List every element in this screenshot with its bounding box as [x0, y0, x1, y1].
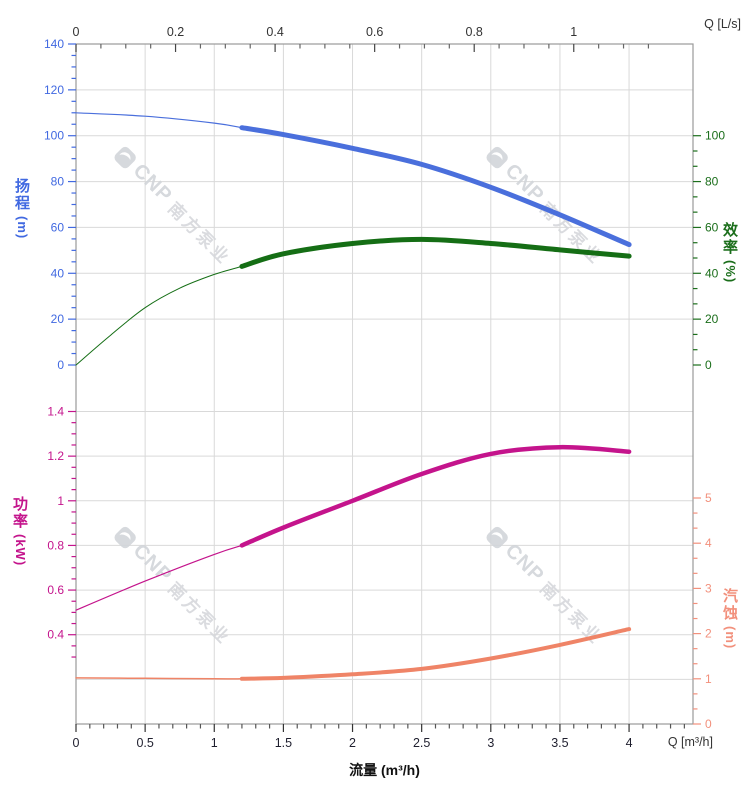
svg-text:1.2: 1.2 — [47, 449, 64, 463]
svg-text:80: 80 — [705, 175, 719, 189]
svg-text:2.5: 2.5 — [413, 736, 430, 750]
svg-text:0.4: 0.4 — [266, 25, 283, 39]
power-y-axis: 0.4 0.6 0.8 1 1.2 1.4 — [47, 405, 76, 658]
svg-text:0.8: 0.8 — [466, 25, 483, 39]
efficiency-y-axis: 0 20 40 60 80 100 — [693, 129, 725, 372]
svg-text:0: 0 — [705, 717, 712, 731]
svg-text:2: 2 — [349, 736, 356, 750]
svg-text:60: 60 — [51, 220, 65, 234]
svg-text:20: 20 — [705, 312, 719, 326]
top-x-axis: 0 0.2 0.4 0.6 0.8 1 — [73, 25, 650, 52]
svg-text:0.6: 0.6 — [366, 25, 383, 39]
svg-text:40: 40 — [51, 266, 65, 280]
efficiency-curve — [75, 236, 632, 366]
svg-text:0: 0 — [73, 736, 80, 750]
svg-text:1: 1 — [211, 736, 218, 750]
svg-text:1: 1 — [570, 25, 577, 39]
svg-text:2: 2 — [705, 627, 712, 641]
power-curve — [75, 444, 632, 611]
svg-text:4: 4 — [626, 736, 633, 750]
svg-text:0.4: 0.4 — [47, 628, 64, 642]
svg-text:0.5: 0.5 — [136, 736, 153, 750]
svg-text:0.8: 0.8 — [47, 538, 64, 552]
svg-text:140: 140 — [44, 37, 64, 51]
flow-axis-title: 流量 (m³/h) — [349, 762, 420, 778]
head-curve — [75, 112, 632, 248]
power-axis-title: 功 率 (kW) — [12, 496, 28, 567]
npsh-curve — [75, 627, 632, 681]
svg-text:1.5: 1.5 — [275, 736, 292, 750]
svg-text:120: 120 — [44, 83, 64, 97]
svg-text:60: 60 — [705, 220, 719, 234]
plot-frame — [75, 43, 694, 725]
svg-text:0: 0 — [57, 358, 64, 372]
svg-text:0: 0 — [73, 25, 80, 39]
svg-text:20: 20 — [51, 312, 65, 326]
svg-text:100: 100 — [705, 129, 725, 143]
svg-text:80: 80 — [51, 175, 65, 189]
npsh-axis-title: 汽 蚀 (m) — [722, 588, 738, 650]
npsh-y-axis: 0 1 2 3 4 5 — [693, 491, 712, 731]
svg-text:3.5: 3.5 — [551, 736, 568, 750]
svg-text:1: 1 — [57, 494, 64, 508]
bottom-axis-unit-label: Q [m³/h] — [667, 735, 713, 749]
head-axis-title: 扬 程 (m) — [14, 178, 30, 240]
svg-text:0: 0 — [705, 358, 712, 372]
svg-text:0.2: 0.2 — [167, 25, 184, 39]
svg-text:0.6: 0.6 — [47, 583, 64, 597]
svg-text:4: 4 — [705, 536, 712, 550]
svg-text:100: 100 — [44, 129, 64, 143]
svg-text:1: 1 — [705, 672, 712, 686]
svg-text:40: 40 — [705, 266, 719, 280]
svg-text:1.4: 1.4 — [47, 405, 64, 419]
bottom-x-axis: 0 0.5 1 1.5 2 2.5 3 3.5 4 — [73, 724, 685, 750]
svg-text:5: 5 — [705, 491, 712, 505]
svg-text:3: 3 — [487, 736, 494, 750]
head-y-axis: 0 20 40 60 80 100 120 140 — [44, 37, 76, 372]
top-axis-unit-label: Q [L/s] — [704, 17, 741, 31]
svg-text:3: 3 — [705, 581, 712, 595]
efficiency-axis-title: 效 率 (%) — [722, 222, 738, 284]
